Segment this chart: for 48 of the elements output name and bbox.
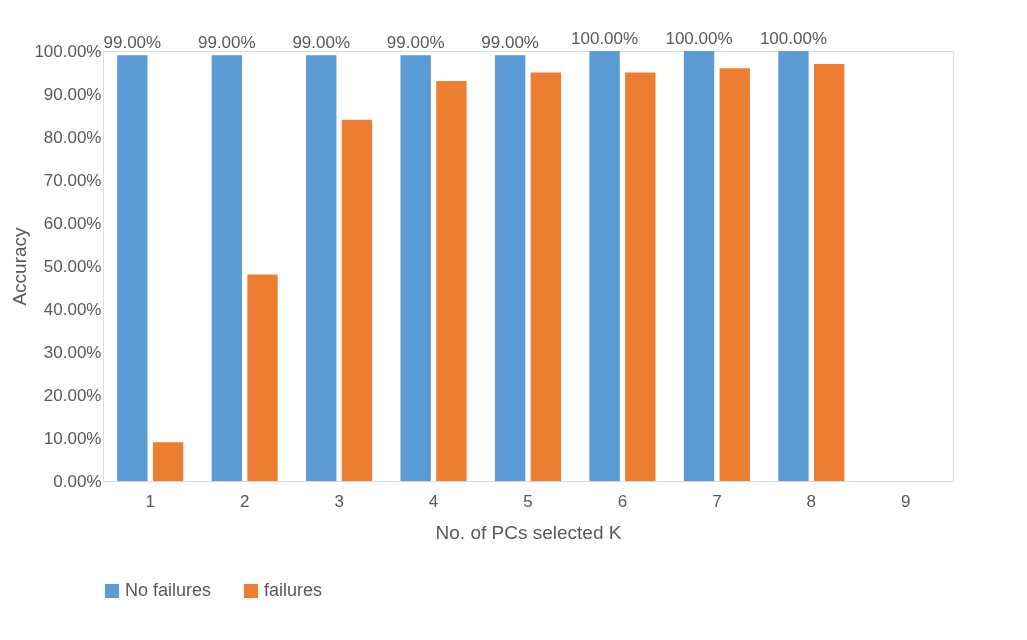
- x-tick-label: 5: [523, 491, 533, 511]
- x-axis-title: No. of PCs selected K: [435, 521, 622, 543]
- bar: [306, 55, 337, 481]
- x-tick-label: 4: [428, 491, 439, 511]
- bar: [152, 442, 184, 481]
- x-tick-label: 7: [712, 491, 722, 511]
- bar: [589, 51, 620, 481]
- x-tick-label: 9: [901, 491, 911, 511]
- x-tick-label: 1: [145, 491, 155, 511]
- bar: [530, 72, 562, 481]
- bar: [436, 81, 467, 481]
- legend-label: No failures: [125, 580, 212, 600]
- data-label: 99.00%: [103, 33, 162, 53]
- y-tick-label: 100.00%: [34, 41, 102, 61]
- x-tick-label: 2: [239, 491, 250, 511]
- y-tick-label: 0.00%: [53, 471, 102, 491]
- y-axis-title: Accuracy: [9, 226, 31, 306]
- bar: [117, 55, 148, 481]
- bar: [494, 55, 526, 481]
- y-tick-label: 30.00%: [43, 342, 102, 362]
- y-tick-label: 50.00%: [43, 256, 102, 276]
- bar: [341, 119, 373, 481]
- data-label: 99.00%: [292, 33, 351, 53]
- data-label: 99.00%: [386, 33, 445, 53]
- data-label: 100.00%: [571, 29, 639, 48]
- bar: [683, 51, 715, 481]
- x-tick-label: 6: [617, 491, 628, 511]
- data-label: 99.00%: [197, 33, 256, 53]
- bar: [719, 68, 750, 481]
- y-tick-label: 10.00%: [43, 428, 102, 448]
- y-tick-label: 20.00%: [43, 385, 102, 405]
- y-tick-label: 40.00%: [43, 299, 102, 319]
- bar: [814, 63, 845, 481]
- y-tick-label: 60.00%: [43, 213, 102, 233]
- bar: [247, 274, 278, 481]
- bar: [400, 55, 431, 481]
- data-label: 100.00%: [665, 29, 733, 48]
- bar: [778, 51, 809, 481]
- y-tick-label: 90.00%: [43, 84, 102, 104]
- data-label: 100.00%: [759, 29, 828, 48]
- x-tick-label: 8: [806, 491, 817, 511]
- y-tick-label: 70.00%: [43, 170, 102, 190]
- legend-label: failures: [264, 580, 323, 600]
- y-tick-label: 80.00%: [43, 127, 102, 147]
- x-tick-label: 3: [334, 491, 344, 511]
- bar: [625, 72, 656, 481]
- bar: [211, 55, 242, 481]
- data-label: 99.00%: [481, 33, 539, 53]
